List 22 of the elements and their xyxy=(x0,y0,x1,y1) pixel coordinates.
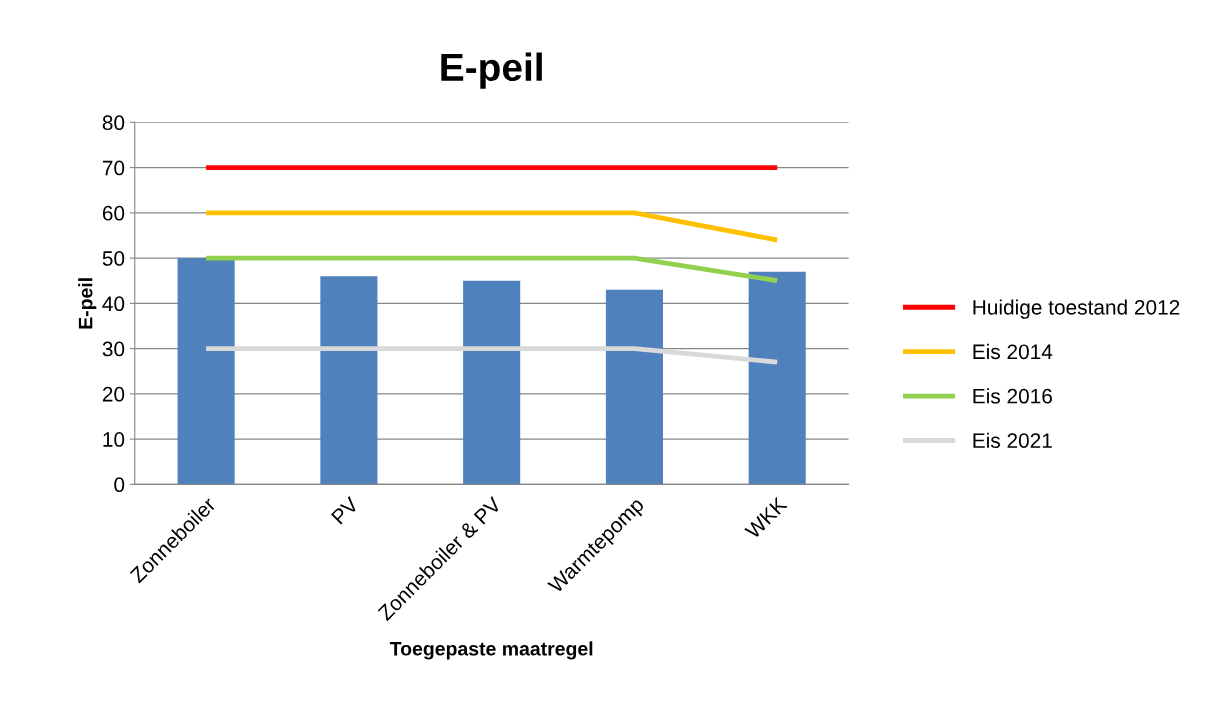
bar xyxy=(605,289,663,485)
y-tick-label: 80 xyxy=(102,115,125,131)
chart-title: E-peil xyxy=(441,52,542,89)
y-tick-label: 40 xyxy=(102,296,125,312)
x-axis-title: Toegepaste maatregel xyxy=(389,641,593,660)
y-axis-title: E-peil xyxy=(78,278,97,329)
y-tick-label: 0 xyxy=(114,477,125,493)
legend-label: Eis 2021 xyxy=(973,432,1052,448)
y-tick-label: 70 xyxy=(102,160,125,176)
bar xyxy=(748,271,806,485)
y-tick-label: 10 xyxy=(103,432,125,447)
y-tick-label: 30 xyxy=(102,341,125,357)
legend-label: Eis 2016 xyxy=(973,388,1052,404)
y-tick-label: 50 xyxy=(102,251,125,266)
bar xyxy=(177,258,235,485)
bar xyxy=(320,276,378,485)
legend-label: Eis 2014 xyxy=(973,343,1053,360)
bar xyxy=(463,280,521,485)
legend-label: Huidige toestand 2012 xyxy=(973,299,1180,319)
y-tick-label: 20 xyxy=(102,386,125,402)
x-tick-label: PV xyxy=(331,496,360,525)
y-tick-label: 60 xyxy=(102,205,125,221)
